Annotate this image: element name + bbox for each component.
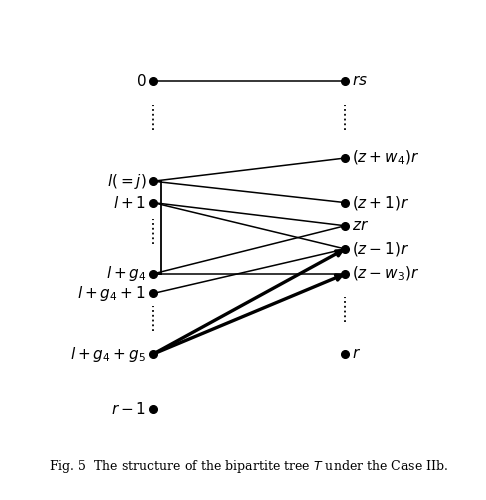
Text: $0$: $0$: [136, 74, 146, 90]
Text: $(z-w_3)r$: $(z-w_3)r$: [352, 264, 419, 283]
Text: $l(=j)$: $l(=j)$: [106, 172, 146, 190]
Text: $r$: $r$: [352, 347, 361, 361]
Text: Fig. 5  The structure of the bipartite tree $T$ under the Case IIb.: Fig. 5 The structure of the bipartite tr…: [50, 458, 449, 474]
Text: $(z-1)r$: $(z-1)r$: [352, 240, 409, 258]
Text: $(z+w_4)r$: $(z+w_4)r$: [352, 149, 419, 167]
Text: $l+g_4$: $l+g_4$: [105, 264, 146, 283]
Text: $rs$: $rs$: [352, 74, 368, 88]
Text: $r-1$: $r-1$: [111, 402, 146, 417]
Text: $l+g_4+g_5$: $l+g_4+g_5$: [70, 344, 146, 364]
Text: $l+1$: $l+1$: [113, 194, 146, 210]
Text: $(z+1)r$: $(z+1)r$: [352, 194, 409, 212]
Text: $zr$: $zr$: [352, 219, 369, 233]
Text: $l+g_4+1$: $l+g_4+1$: [77, 284, 146, 303]
